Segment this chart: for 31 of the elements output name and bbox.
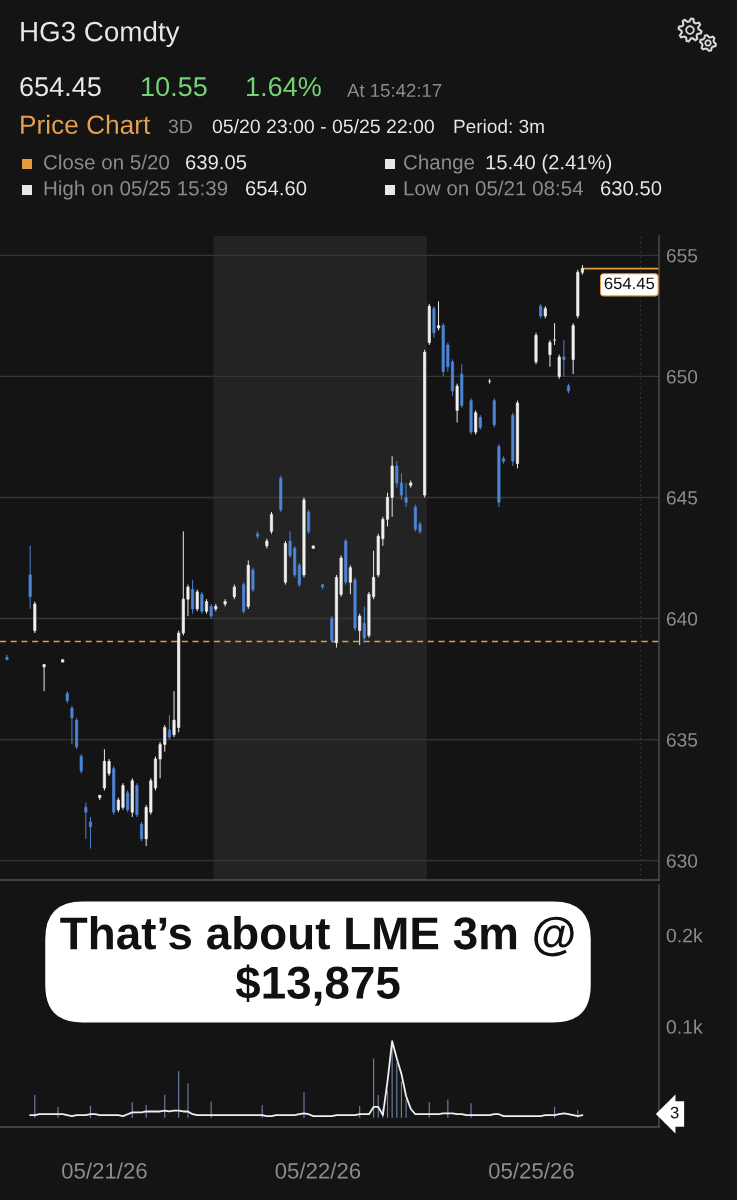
y-tick-label: 635 (666, 733, 698, 747)
y-tick-label: 0.2k (666, 928, 703, 943)
text: 10.55 (142, 77, 207, 97)
text: At 15:42:17 (347, 83, 442, 97)
x-tick-label: 05/21/26 (62, 1162, 147, 1179)
x-tick-label: 05/25/26 (489, 1162, 574, 1179)
text: Change (404, 154, 475, 174)
x-tick-label: 05/22/26 (275, 1162, 361, 1179)
text: 654.45 (20, 77, 101, 97)
text: Close on 5/20 (44, 154, 170, 170)
text: 3 (670, 1106, 679, 1119)
chart-title: HG3 Comdty (21, 21, 180, 47)
text: High on 05/25 15:39 (44, 180, 228, 200)
ref-line-label: 654.45 (604, 277, 655, 290)
y-tick-label: 630 (666, 854, 698, 868)
y-tick-label: 645 (666, 491, 698, 505)
text: 654.60 (246, 181, 307, 196)
y-tick-label: 655 (666, 248, 698, 263)
text: 1.64% (247, 77, 321, 97)
annotation: That’s about LME 3m @ $13,875 (60, 915, 574, 1006)
text: Price Chart (21, 114, 151, 135)
text: 15.40 (2.41%) (486, 154, 612, 174)
text: 3D (168, 119, 192, 134)
text: 05/20 23:00 - 05/25 22:00 (212, 118, 434, 134)
text: Period: 3m (454, 119, 544, 134)
y-tick-label: 650 (666, 369, 698, 384)
text: 639.05 (186, 155, 247, 170)
y-tick-label: 0.1k (666, 1019, 703, 1034)
text: Low on 05/21 08:54 (404, 180, 583, 196)
y-tick-label: 640 (666, 612, 698, 626)
text: 630.50 (601, 181, 662, 196)
